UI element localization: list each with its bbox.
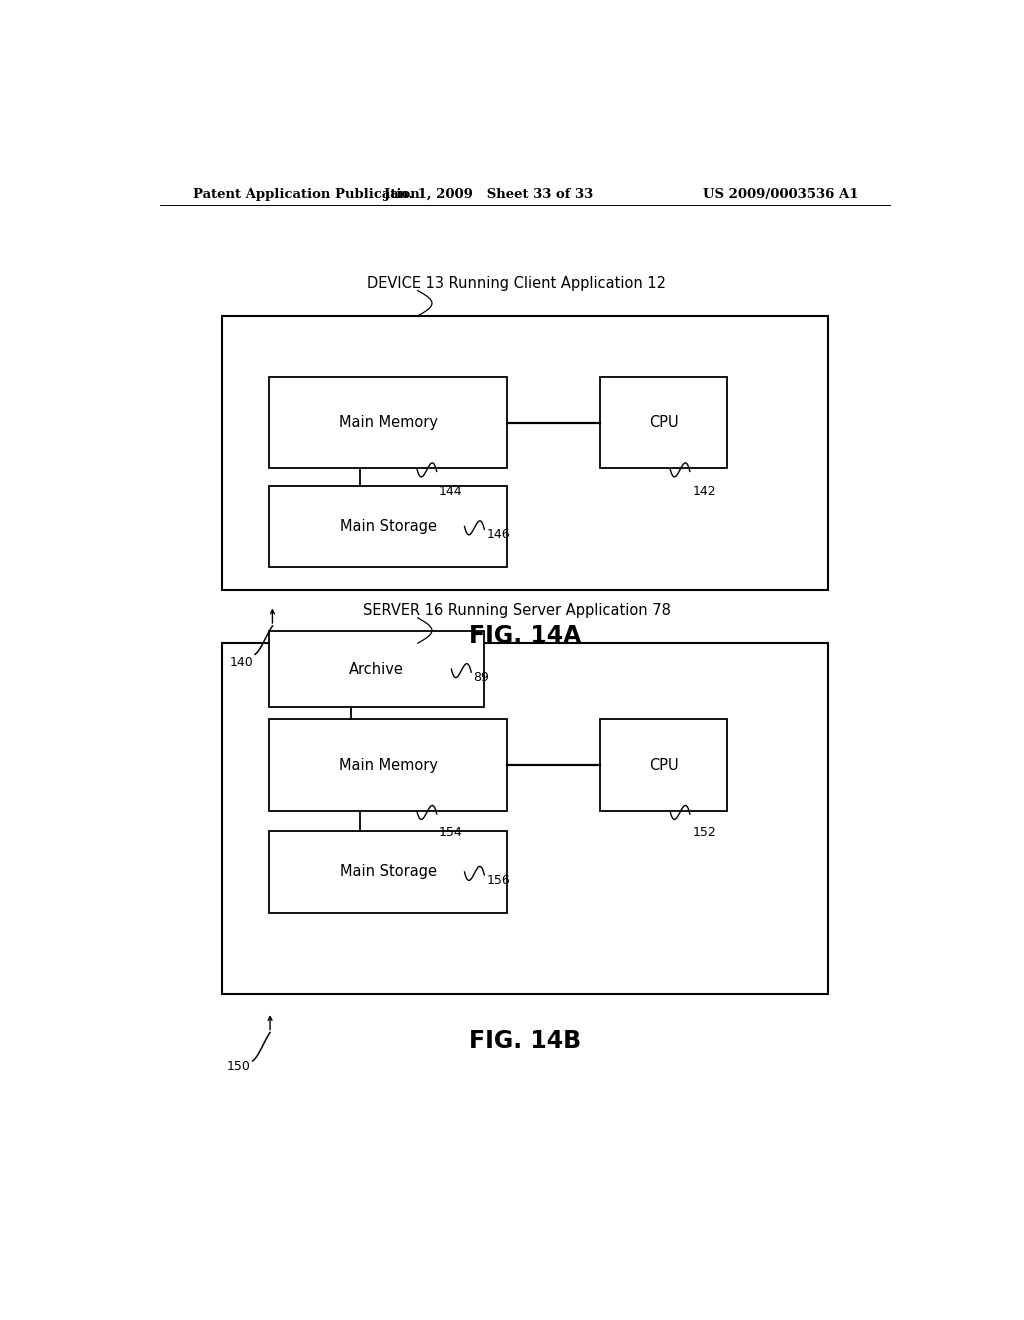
Bar [221,315,828,590]
Text: 156: 156 [486,874,510,887]
Text: 146: 146 [486,528,510,541]
Text: DEVICE 13 Running Client Application 12: DEVICE 13 Running Client Application 12 [368,276,667,290]
Bar [269,832,507,912]
Bar [600,719,727,810]
Text: 154: 154 [439,826,463,840]
Text: Archive: Archive [349,661,403,677]
Bar [221,643,828,994]
Text: CPU: CPU [649,416,679,430]
Text: 152: 152 [692,826,716,840]
Text: FIG. 14B: FIG. 14B [469,1028,581,1052]
Text: 144: 144 [439,484,463,498]
Text: 140: 140 [229,656,253,669]
Text: FIG. 14A: FIG. 14A [469,624,581,648]
Text: Main Memory: Main Memory [339,416,438,430]
Bar [269,719,507,810]
Text: 89: 89 [474,671,489,684]
Bar [269,378,507,469]
Bar [600,378,727,469]
Bar [269,486,507,568]
Text: SERVER 16 Running Server Application 78: SERVER 16 Running Server Application 78 [362,603,671,618]
Text: Patent Application Publication: Patent Application Publication [194,189,420,202]
Text: CPU: CPU [649,758,679,772]
Text: Main Storage: Main Storage [340,519,437,533]
Text: 142: 142 [692,484,716,498]
Text: Main Storage: Main Storage [340,865,437,879]
Text: Main Memory: Main Memory [339,758,438,772]
Bar [269,631,483,708]
Text: Jan. 1, 2009   Sheet 33 of 33: Jan. 1, 2009 Sheet 33 of 33 [384,189,594,202]
Text: US 2009/0003536 A1: US 2009/0003536 A1 [702,189,858,202]
Text: 150: 150 [227,1060,251,1073]
